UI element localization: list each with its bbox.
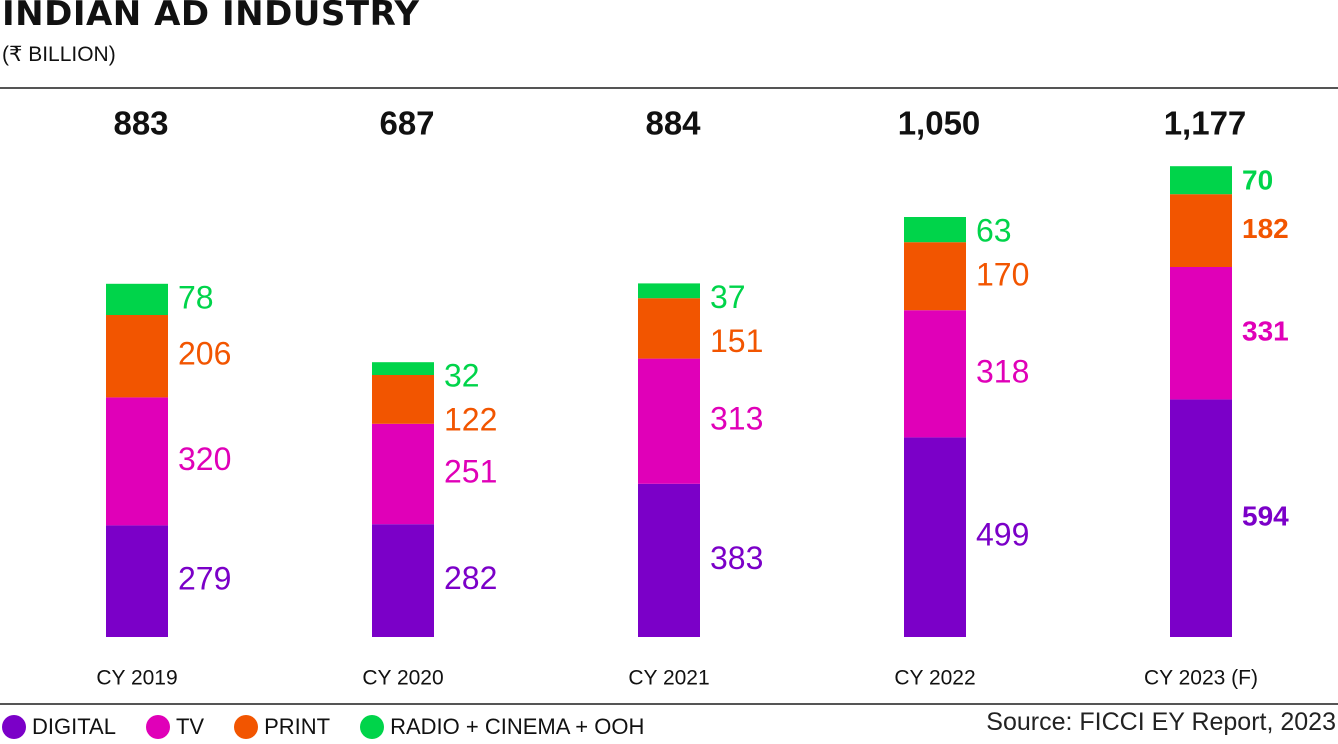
bar-segment-cy-2019-tv [106,397,168,526]
legend-label-radio-cinema-ooh: RADIO + CINEMA + OOH [390,714,645,739]
category-label-cy-2020: CY 2020 [362,667,443,690]
total-label-cy-2020: 687 [379,105,434,142]
top-divider [0,87,1338,89]
value-label-cy-2021-print: 151 [710,323,763,359]
bar-segment-cy-2020-tv [372,423,434,525]
bar-segment-cy-2023-f-radio-cinema-ooh [1170,166,1232,195]
bar-segment-cy-2019-radio-cinema-ooh [106,283,168,315]
bar-segment-cy-2022-radio-cinema-ooh [904,217,966,243]
total-label-cy-2021: 884 [645,105,701,142]
value-label-cy-2019-tv: 320 [178,441,231,477]
stacked-bar-chart: 279 320 206 78 883 CY 2019 282 251 122 32 687 CY 20… [96,105,1289,690]
value-label-cy-2023-f-digital: 594 [1242,501,1289,532]
value-label-cy-2023-f-print: 182 [1242,213,1289,244]
category-label-cy-2019: CY 2019 [96,667,177,690]
value-label-cy-2020-digital: 282 [444,560,497,596]
bar-segment-cy-2020-print [372,375,434,424]
value-label-cy-2019-radio-cinema-ooh: 78 [178,279,214,315]
value-label-cy-2021-tv: 313 [710,401,763,437]
chart-subtitle: (₹ BILLION) [2,43,116,66]
value-label-cy-2022-digital: 499 [976,517,1029,553]
category-label-cy-2022: CY 2022 [894,667,975,690]
bar-segment-cy-2023-f-tv [1170,267,1232,400]
bar-segment-cy-2021-digital [638,483,700,637]
legend-item-tv: TV [145,714,205,740]
chart-title: INDIAN AD INDUSTRY [2,0,420,34]
bar-segment-cy-2021-tv [638,358,700,484]
value-label-cy-2023-f-tv: 331 [1242,316,1289,347]
bar-segment-cy-2022-tv [904,310,966,438]
legend-label-print: PRINT [264,714,331,739]
total-label-cy-2022: 1,050 [898,105,981,142]
value-label-cy-2021-digital: 383 [710,540,763,576]
bar-segment-cy-2020-digital [372,524,434,637]
legend-item-radio-cinema-ooh: RADIO + CINEMA + OOH [360,714,644,740]
bar-segment-cy-2019-print [106,315,168,398]
value-label-cy-2019-print: 206 [178,336,231,372]
legend-label-tv: TV [175,714,205,739]
value-label-cy-2021-radio-cinema-ooh: 37 [710,279,746,315]
bar-segment-cy-2021-radio-cinema-ooh [638,283,700,299]
bar-segment-cy-2022-print [904,242,966,311]
value-label-cy-2020-radio-cinema-ooh: 32 [444,358,480,394]
bar-segment-cy-2022-digital [904,437,966,637]
legend-swatch-print [234,715,259,739]
source-note: Source: FICCI EY Report, 2023 [986,708,1336,736]
category-label-cy-2023-f: CY 2023 (F) [1144,667,1258,690]
legend-swatch-radio-cinema-ooh [360,715,385,739]
legend-item-print: PRINT [234,714,330,740]
bar-segment-cy-2020-radio-cinema-ooh [372,362,434,375]
value-label-cy-2022-radio-cinema-ooh: 63 [976,212,1012,248]
total-label-cy-2023-f: 1,177 [1164,105,1247,142]
chart-legend: DIGITAL TV PRINT RADIO + CINEMA + OOH [2,710,674,744]
value-label-cy-2020-print: 122 [444,402,497,438]
value-label-cy-2023-f-radio-cinema-ooh: 70 [1242,165,1273,196]
legend-item-digital: DIGITAL [2,714,116,740]
bottom-divider [0,703,1338,705]
value-label-cy-2019-digital: 279 [178,561,231,597]
total-label-cy-2019: 883 [113,105,168,142]
legend-label-digital: DIGITAL [32,714,116,739]
legend-swatch-digital [2,715,26,739]
value-label-cy-2020-tv: 251 [444,453,497,489]
bar-segment-cy-2023-f-digital [1170,399,1232,637]
value-label-cy-2022-print: 170 [976,256,1029,292]
bar-segment-cy-2019-digital [106,525,168,637]
bar-segment-cy-2023-f-print [1170,194,1232,267]
bar-segment-cy-2021-print [638,298,700,359]
value-label-cy-2022-tv: 318 [976,353,1029,389]
legend-swatch-tv [145,715,170,739]
category-label-cy-2021: CY 2021 [628,667,709,690]
